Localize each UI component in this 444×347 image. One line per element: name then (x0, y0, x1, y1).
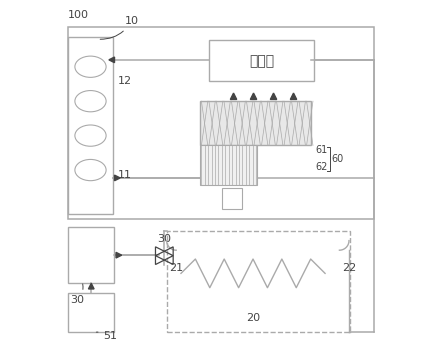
Text: 51: 51 (96, 331, 118, 341)
Text: 61: 61 (315, 145, 327, 155)
Text: 60: 60 (332, 154, 344, 164)
Text: 22: 22 (342, 263, 356, 273)
Text: 100: 100 (68, 10, 89, 20)
Text: 11: 11 (118, 170, 132, 180)
Text: 30: 30 (71, 284, 84, 305)
Text: 10: 10 (100, 16, 139, 39)
Bar (68, 27, 374, 219)
Text: 62: 62 (315, 162, 327, 172)
Text: 30: 30 (157, 235, 171, 245)
Text: 20: 20 (246, 313, 260, 323)
Polygon shape (290, 93, 297, 100)
Polygon shape (250, 93, 257, 100)
Text: 12: 12 (118, 76, 132, 86)
Polygon shape (109, 57, 115, 63)
Polygon shape (270, 93, 277, 100)
Bar (68, 37, 113, 214)
Polygon shape (116, 252, 122, 258)
Text: 乘员舱: 乘员舱 (249, 54, 274, 68)
Text: 21: 21 (169, 263, 183, 273)
Bar (200, 145, 258, 185)
Polygon shape (88, 283, 94, 289)
Bar (209, 40, 314, 82)
Bar (200, 101, 311, 145)
Bar (68, 227, 115, 283)
Polygon shape (230, 93, 237, 100)
Bar (68, 293, 115, 332)
Bar (222, 188, 242, 210)
Bar (166, 231, 350, 332)
Polygon shape (115, 175, 120, 181)
